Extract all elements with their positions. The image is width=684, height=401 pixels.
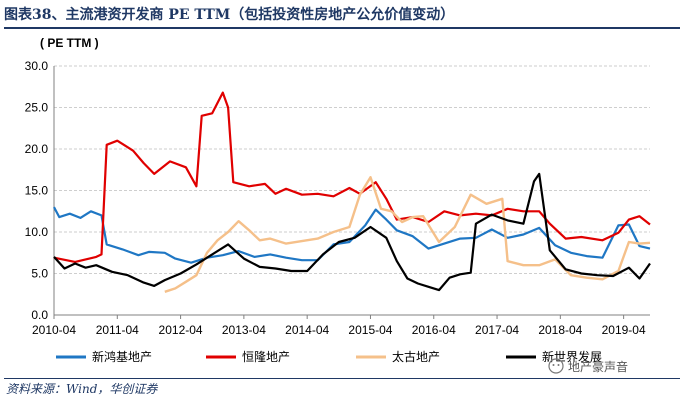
y-axis-label: ( PE TTM ) (40, 36, 99, 50)
x-tick-label: 2011-04 (96, 323, 139, 337)
y-tick-label: 25.0 (25, 101, 49, 115)
source-note: 资料来源：Wind，华创证券 (6, 382, 158, 396)
y-tick-label: 0.0 (31, 308, 48, 322)
x-tick-label: 2013-04 (222, 323, 266, 337)
series-line-2 (53, 91, 651, 263)
x-tick-label: 2016-04 (412, 323, 456, 337)
y-tick-label: 15.0 (25, 184, 49, 198)
x-tick-label: 2012-04 (159, 323, 203, 337)
y-tick-label: 20.0 (25, 142, 49, 156)
y-tick-label: 30.0 (25, 59, 49, 73)
y-tick-label: 10.0 (25, 225, 49, 239)
chat-bubble-icon (548, 358, 564, 374)
legend-label: 新世界发展 (542, 349, 602, 364)
x-tick-label: 2015-04 (348, 323, 392, 337)
x-tick-label: 2010-04 (32, 323, 76, 337)
figure-title: 图表38、主流港资开发商 PE TTM（包括投资性房地产公允价值变动） (4, 7, 455, 23)
y-tick-label: 5.0 (31, 267, 48, 281)
title-rule (4, 27, 680, 29)
legend-label: 太古地产 (392, 349, 440, 364)
source-rule (4, 378, 680, 379)
series-line-1 (53, 206, 651, 264)
x-tick-label: 2014-04 (285, 323, 329, 337)
watermark: 地产豪声音 (548, 356, 628, 376)
series-line-4 (53, 172, 651, 292)
x-tick-label: 2019-04 (602, 323, 646, 337)
x-tick-label: 2017-04 (475, 323, 519, 337)
pe-ttm-line-chart: ( PE TTM ) 0.0 5.0 10.0 15.0 20.0 25.0 30.0 20… (25, 36, 651, 364)
x-tick-label: 2018-04 (538, 323, 582, 337)
legend-label: 恒隆地产 (242, 349, 290, 364)
legend-label: 新鸿基地产 (92, 349, 152, 364)
watermark-text: 地产豪声音 (568, 359, 629, 374)
